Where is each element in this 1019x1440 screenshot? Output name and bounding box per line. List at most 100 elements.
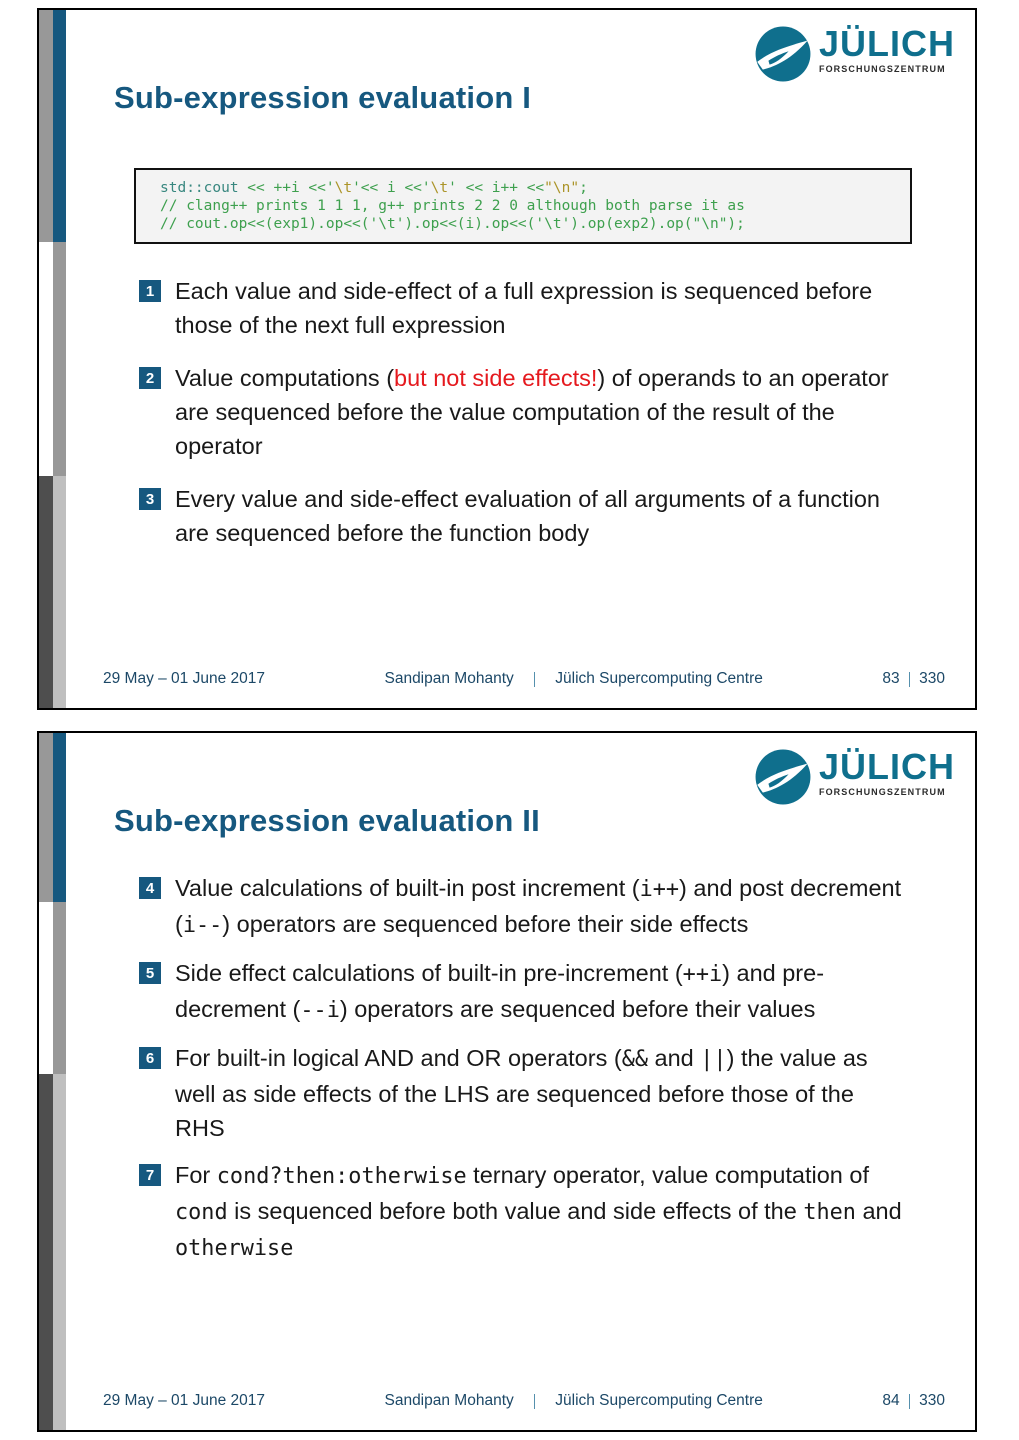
item-text: Each value and side-effect of a full exp… [175, 274, 910, 342]
footer-author: Sandipan Mohanty [384, 670, 514, 687]
item-number-badge: 5 [139, 962, 161, 984]
text-segment-plain: ) and post decrement ( [175, 875, 902, 937]
footer-date: 29 May – 01 June 2017 [103, 1392, 266, 1409]
text-segment-plain: Side effect calculations of built-in pre… [175, 960, 683, 986]
sidebar-segment [39, 242, 66, 476]
footer-divider [533, 671, 536, 687]
list-item: 2 Value computations (but not side effect… [139, 361, 914, 463]
text-segment-plain: ternary operator, value computation of [466, 1162, 870, 1188]
footer-page-numbers: 83 330 [882, 670, 945, 688]
text-segment-mono: otherwise [175, 1236, 294, 1261]
text-segment-red: but not side effects! [394, 365, 598, 391]
sidebar-left-stripe [39, 475, 53, 708]
text-segment-plain: Each value and side-effect of a full exp… [175, 278, 873, 338]
text-segment-olive: \t [334, 180, 353, 196]
logo-subtitle: FORSCHUNGSZENTRUM [818, 64, 946, 74]
footer-page-current: 84 [882, 1392, 900, 1409]
sidebar-right-stripe [52, 242, 66, 476]
text-segment-green: '<< i <<' [352, 180, 431, 196]
code-block: std::cout << ++i <<'\t'<< i <<'\t' << i+… [134, 168, 912, 244]
julich-logo-icon [755, 749, 811, 805]
footer-page-divider [908, 671, 911, 687]
footer-center: Sandipan Mohanty Jülich Supercomputing C… [384, 1392, 762, 1410]
list-item: 7 For cond?then:otherwise ternary operato… [139, 1158, 914, 1266]
text-segment-plain: Value computations ( [175, 365, 395, 391]
sidebar-right-stripe [52, 475, 66, 708]
numbered-list: 1 Each value and side-effect of a full ex… [139, 274, 914, 569]
text-segment-plain: is sequenced before both value and side … [227, 1198, 804, 1224]
text-segment-mono: i-- [182, 913, 223, 938]
slide-title: Sub-expression evaluation II [114, 803, 540, 838]
text-segment-olive: \t [430, 180, 449, 196]
sidebar-left-stripe [39, 902, 53, 1073]
text-segment-mono: then [803, 1200, 856, 1225]
text-segment-plain: ) of operands to an operator are sequenc… [175, 365, 889, 459]
text-segment-plain: Value calculations of built-in post incr… [175, 875, 640, 901]
sidebar-segment [39, 475, 66, 708]
list-item: 3 Every value and side-effect evaluation … [139, 482, 914, 550]
footer-center: Sandipan Mohanty Jülich Supercomputing C… [384, 670, 762, 688]
logo-subtitle: FORSCHUNGSZENTRUM [818, 787, 946, 797]
sidebar-left-stripe [39, 1073, 53, 1430]
sidebar-segment [39, 10, 66, 243]
julich-logo: JÜLICH FORSCHUNGSZENTRUM [755, 24, 955, 82]
text-segment-mono: || [700, 1047, 727, 1072]
footer-page-total: 330 [919, 1392, 945, 1409]
text-segment-plain: ) operators are sequenced before their s… [222, 911, 749, 937]
text-segment-plain: and [648, 1045, 701, 1071]
text-segment-plain: ) operators are sequenced before their v… [339, 996, 816, 1022]
section-progress-sidebar [39, 10, 66, 708]
sidebar-left-stripe [39, 733, 53, 903]
footer-page-numbers: 84 330 [882, 1392, 945, 1410]
text-segment-plain: and [855, 1198, 902, 1224]
sidebar-left-stripe [39, 10, 53, 243]
slide-page-83: JÜLICH FORSCHUNGSZENTRUM Sub-expression … [37, 8, 977, 710]
sidebar-segment [39, 733, 66, 903]
text-segment-mono: cond?then:otherwise [216, 1164, 467, 1189]
sidebar-right-stripe [52, 10, 66, 243]
numbered-list: 4 Value calculations of built-in post inc… [139, 871, 914, 1279]
slide-title: Sub-expression evaluation I [114, 80, 532, 115]
footer-institute: Jülich Supercomputing Centre [555, 670, 763, 687]
text-segment-mono: && [621, 1047, 648, 1072]
text-segment-green: << ++i <<' [238, 180, 335, 196]
text-segment-plain: ) and pre-decrement ( [175, 960, 825, 1022]
text-segment-plain: Every value and side-effect evaluation o… [175, 486, 880, 546]
sidebar-segment [39, 902, 66, 1074]
text-segment-olive: "\n" [544, 180, 580, 196]
text-segment-green: // clang++ prints 1 1 1, g++ prints 2 2 … [160, 198, 745, 214]
footer-author: Sandipan Mohanty [384, 1392, 514, 1409]
logo-wordmark: JÜLICH [818, 23, 955, 64]
item-text: Value calculations of built-in post incr… [175, 871, 910, 943]
sidebar-segment [39, 1073, 66, 1430]
logo-wordmark: JÜLICH [818, 746, 955, 787]
text-segment-mono: cond [175, 1200, 228, 1225]
item-number-badge: 7 [139, 1164, 161, 1186]
code-line: std::cout << ++i <<'\t'<< i <<'\t' << i+… [160, 179, 902, 197]
list-item: 1 Each value and side-effect of a full ex… [139, 274, 914, 342]
logo-text: JÜLICH FORSCHUNGSZENTRUM [818, 746, 955, 798]
text-segment-mono: i++ [639, 877, 680, 902]
julich-logo-icon [755, 26, 811, 82]
text-segment-green: ' << i++ << [448, 180, 545, 196]
sidebar-right-stripe [52, 733, 66, 903]
item-text: Side effect calculations of built-in pre… [175, 956, 910, 1028]
footer-institute: Jülich Supercomputing Centre [555, 1392, 763, 1409]
sidebar-right-stripe [52, 902, 66, 1074]
item-number-badge: 4 [139, 877, 161, 899]
text-segment-plain: ) the value as well as side effects of t… [175, 1045, 868, 1141]
text-segment-green: // cout.op<<(exp1).op<<('\t').op<<(i).op… [160, 216, 745, 232]
logo-text: JÜLICH FORSCHUNGSZENTRUM [818, 23, 955, 75]
section-progress-sidebar [39, 733, 66, 1430]
code-line: // cout.op<<(exp1).op<<('\t').op<<(i).op… [160, 215, 902, 233]
item-text: For built-in logical AND and OR operator… [175, 1041, 910, 1145]
item-number-badge: 2 [139, 367, 161, 389]
code-line: // clang++ prints 1 1 1, g++ prints 2 2 … [160, 197, 902, 215]
sidebar-right-stripe [52, 1073, 66, 1430]
item-number-badge: 3 [139, 488, 161, 510]
text-segment-mono: --i [300, 998, 340, 1023]
item-text: For cond?then:otherwise ternary operator… [175, 1158, 910, 1266]
footer-divider [533, 1393, 536, 1409]
list-item: 4 Value calculations of built-in post inc… [139, 871, 914, 943]
footer-page-current: 83 [882, 670, 900, 687]
